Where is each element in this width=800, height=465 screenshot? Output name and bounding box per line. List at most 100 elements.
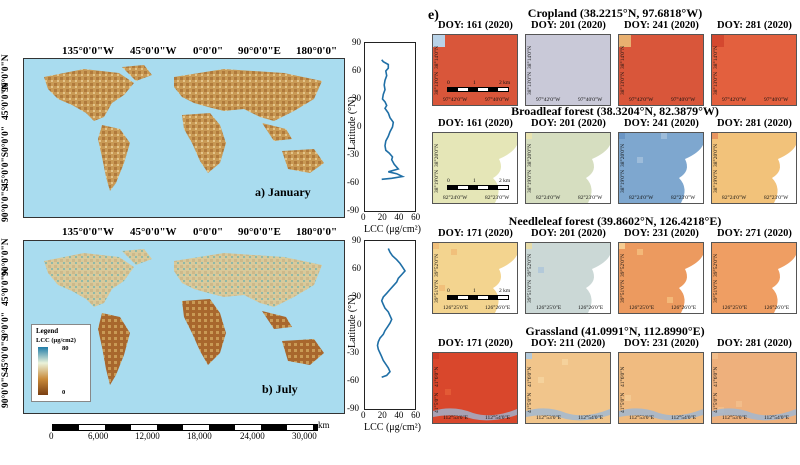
- tile-x-coord: 112°53'0"E: [536, 415, 562, 421]
- tile-scalebar-label: 2 km: [499, 288, 511, 294]
- tile-x-coord: 82°23'0"W: [485, 195, 510, 201]
- tile-doy-label: DOY: 281 (2020): [717, 118, 792, 129]
- tile-x-coord: 126°26'0"E: [578, 305, 604, 311]
- xtick: 40: [394, 212, 404, 222]
- tile-y-coord: 39°52'0"N: [620, 253, 626, 277]
- tile-y-coord: 41°6'0"N: [527, 366, 533, 387]
- scalebar-tick: 24,000: [240, 431, 265, 441]
- tile-y-coord: 38°19'0"N: [620, 169, 626, 193]
- xtick: 40: [394, 410, 404, 420]
- tile-y-coord: 38°20'0"N: [434, 143, 440, 167]
- panel-e-label: e): [428, 8, 439, 23]
- lat-label: 45°0'0"N: [1, 82, 11, 120]
- ytick: -90: [347, 403, 359, 413]
- tile-x-coord: 82°23'0"W: [578, 195, 603, 201]
- tile-row-title: Grassland (41.0991°N, 112.8990°E): [525, 324, 705, 338]
- tile-scalebar: [447, 87, 509, 92]
- tile-scalebar-label: 0: [447, 178, 450, 184]
- tile-doy-label: DOY: 231 (2020): [624, 338, 699, 349]
- tile-image: 82°24'0"W 82°23'0"W 38°20'0"N 38°19'0"N 0 1 2 …: [432, 132, 518, 204]
- profile-july-ylabel: Latitude (°N): [347, 294, 358, 348]
- tile-x-coord: 97°42'0"W: [629, 97, 654, 103]
- tile-x-coord: 126°25'0"E: [629, 305, 655, 311]
- ytick: 90: [352, 235, 361, 245]
- tile-doy-label: DOY: 171 (2020): [438, 228, 513, 239]
- ytick: -30: [347, 149, 359, 159]
- tile-y-coord: 41°5'0"N: [527, 392, 533, 413]
- tile-doy-label: DOY: 211 (2020): [531, 338, 606, 349]
- lat-label: 0°0'0": [1, 312, 11, 338]
- tile-scalebar-label: 2 km: [499, 80, 511, 86]
- lat-label: 45°0'0"S: [1, 336, 11, 372]
- ytick: 30: [352, 93, 361, 103]
- tile-x-coord: 82°24'0"W: [629, 195, 654, 201]
- scalebar-bar: [52, 424, 318, 431]
- scalebar-tick: 0: [49, 431, 54, 441]
- tile-image: 126°25'0"E 126°26'0"E 39°52'0"N 39°51'0"N: [711, 242, 797, 314]
- tile-image: 82°24'0"W 82°23'0"W 38°20'0"N 38°19'0"N: [711, 132, 797, 204]
- tile-x-coord: 126°25'0"E: [536, 305, 562, 311]
- january-title: a) January: [255, 185, 311, 199]
- tile-y-coord: 38°20'0"N: [713, 143, 719, 167]
- tile-scalebar-label: 0: [447, 80, 450, 86]
- tile-x-coord: 97°42'0"W: [443, 97, 468, 103]
- tile-x-coord: 112°54'0"E: [485, 415, 511, 421]
- tile-doy-label: DOY: 231 (2020): [624, 228, 699, 239]
- tile-image: 97°42'0"W 97°40'0"W 38°14'0"N 38°13'0"N 0 1 2 …: [432, 34, 518, 106]
- tile-y-coord: 41°6'0"N: [713, 366, 719, 387]
- tile-scalebar-label: 1: [473, 288, 476, 294]
- profile-january-ylabel: Latitude (°N): [347, 96, 358, 150]
- tile-scalebar-label: 2 km: [499, 178, 511, 184]
- tile-y-coord: 39°51'0"N: [434, 279, 440, 303]
- tile-scalebar: [447, 295, 509, 300]
- tile-row-title: Cropland (38.2215°N, 97.6818°W): [527, 6, 703, 20]
- lon-label: 0°0'0": [193, 226, 224, 238]
- tile-y-coord: 38°13'0"N: [527, 71, 533, 95]
- tile-y-coord: 39°51'0"N: [713, 279, 719, 303]
- tile-image: 112°53'0"E 112°54'0"E 41°6'0"N 41°5'0"N: [432, 352, 518, 424]
- tile-y-coord: 41°5'0"N: [713, 392, 719, 413]
- lon-label: 45°0'0"W: [130, 226, 177, 238]
- tile-x-coord: 112°53'0"E: [629, 415, 655, 421]
- lon-label: 45°0'0"W: [130, 45, 177, 57]
- tile-doy-label: DOY: 271 (2020): [717, 228, 792, 239]
- tile-x-coord: 126°26'0"E: [764, 305, 790, 311]
- tile-y-coord: 38°19'0"N: [713, 169, 719, 193]
- tile-image: 82°24'0"W 82°23'0"W 38°20'0"N 38°19'0"N: [618, 132, 704, 204]
- tile-x-coord: 112°53'0"E: [443, 415, 469, 421]
- lon-label: 135°0'0"W: [62, 45, 115, 57]
- profile-january-xlabel: LCC (μg/cm²): [364, 224, 421, 235]
- tile-y-coord: 39°51'0"N: [527, 279, 533, 303]
- tile-x-coord: 97°40'0"W: [671, 97, 696, 103]
- tile-row-title: Broadleaf forest (38.3204°N, 82.3879°W): [511, 104, 719, 118]
- tile-y-coord: 39°52'0"N: [713, 253, 719, 277]
- tile-y-coord: 38°19'0"N: [527, 169, 533, 193]
- tile-doy-label: DOY: 281 (2020): [717, 338, 792, 349]
- tile-x-coord: 82°24'0"W: [443, 195, 468, 201]
- lon-label: 90°0'0"E: [238, 45, 281, 57]
- tile-y-coord: 41°5'0"N: [434, 392, 440, 413]
- profile-line-january: [381, 59, 406, 181]
- tile-image: 126°25'0"E 126°26'0"E 39°52'0"N 39°51'0"N 0 1…: [432, 242, 518, 314]
- lon-label: 180°0'0": [296, 226, 338, 238]
- scalebar-unit: km: [318, 420, 330, 430]
- ytick: 60: [352, 65, 361, 75]
- xtick: 60: [411, 212, 421, 222]
- legend-min: 0: [62, 389, 66, 396]
- tile-y-coord: 41°5'0"N: [620, 392, 626, 413]
- tile-x-coord: 97°42'0"W: [722, 97, 747, 103]
- tile-scalebar-label: 1: [473, 178, 476, 184]
- legend-title: Legend: [36, 327, 59, 335]
- landmass-january: [44, 65, 324, 191]
- legend-subtitle: LCC (μg/cm2): [36, 337, 76, 344]
- tile-x-coord: 126°26'0"E: [671, 305, 697, 311]
- ytick: 90: [352, 37, 361, 47]
- landmass-july: [44, 249, 324, 385]
- lat-label: 45°0'0"S: [1, 152, 11, 188]
- tile-y-coord: 38°19'0"N: [434, 169, 440, 193]
- profile-line-july: [376, 248, 407, 379]
- ytick: -60: [347, 177, 359, 187]
- tile-x-coord: 112°54'0"E: [764, 415, 790, 421]
- tile-image: 82°24'0"W 82°23'0"W 38°20'0"N 38°19'0"N: [525, 132, 611, 204]
- tile-y-coord: 38°20'0"N: [620, 143, 626, 167]
